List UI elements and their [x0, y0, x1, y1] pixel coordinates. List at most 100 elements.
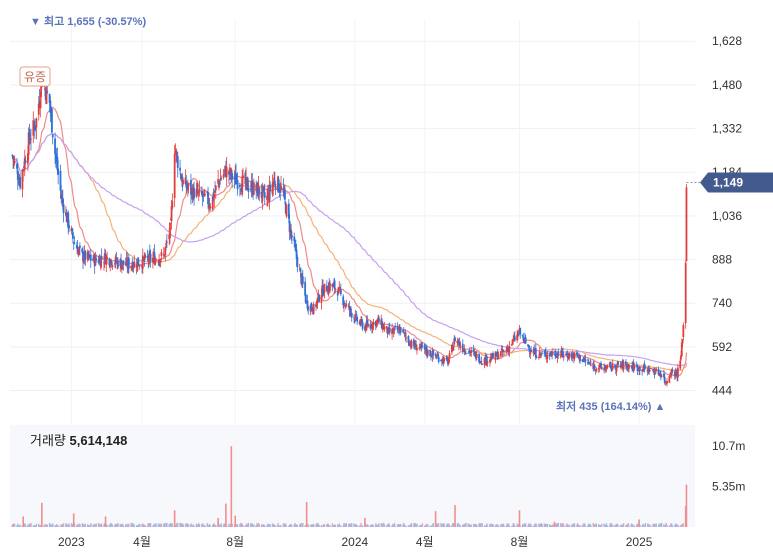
candle-body	[345, 303, 348, 307]
candle-body	[103, 262, 105, 264]
volume-bar	[339, 525, 341, 527]
volume-bar	[125, 524, 127, 527]
volume-bar	[333, 525, 335, 527]
volume-bar	[470, 524, 473, 527]
candle-body	[399, 327, 402, 333]
candle-body	[519, 328, 522, 335]
candle-body	[246, 177, 249, 191]
candle-body	[496, 351, 499, 360]
volume-bar	[392, 524, 394, 527]
event-marker-label: 유증	[24, 70, 46, 84]
volume-bar	[16, 525, 18, 527]
volume-spike-bar	[217, 517, 219, 527]
candle-body	[610, 365, 613, 370]
candle-body	[159, 259, 162, 263]
volume-bar	[382, 524, 384, 527]
volume-spike-bar	[225, 503, 227, 527]
volume-bar	[348, 523, 351, 527]
volume-bar	[322, 525, 324, 527]
volume-bar	[163, 523, 166, 527]
volume-bar	[45, 525, 47, 527]
candle-body	[571, 354, 574, 359]
volume-bar	[177, 522, 179, 527]
volume-bar	[299, 523, 302, 527]
volume-bar	[87, 525, 90, 527]
volume-bar	[54, 525, 56, 527]
candle-body	[312, 304, 315, 314]
candle-body	[464, 353, 467, 355]
volume-bar	[81, 523, 83, 527]
candle-body	[137, 257, 140, 266]
volume-bar	[513, 523, 515, 527]
candle-body	[517, 333, 519, 336]
volume-bar	[159, 523, 161, 527]
volume-bar	[242, 525, 244, 527]
price-tick-label: 444	[712, 384, 732, 398]
candle-body	[420, 343, 423, 348]
candle-body	[614, 364, 616, 368]
candle-body	[550, 351, 553, 355]
candle-body	[274, 185, 277, 190]
candle-body	[82, 259, 85, 263]
volume-spike-bar	[234, 515, 237, 527]
volume-bar	[100, 523, 103, 527]
candle-body	[473, 352, 476, 354]
volume-bar	[561, 523, 563, 527]
candle-body	[198, 188, 201, 193]
candle-body	[356, 316, 359, 322]
candle-body	[668, 375, 671, 383]
volume-bar	[46, 524, 48, 527]
candle-body	[19, 176, 21, 188]
volume-bar	[28, 523, 31, 527]
volume-bar	[131, 523, 133, 527]
volume-bar	[239, 522, 242, 527]
candle-body	[279, 188, 282, 193]
candle-body	[604, 366, 606, 369]
volume-bar	[485, 525, 487, 527]
volume-bar	[187, 524, 189, 527]
volume-bar	[34, 525, 36, 527]
candle-body	[224, 165, 227, 170]
candle-body	[271, 183, 274, 195]
volume-bar	[76, 524, 79, 527]
volume-bar	[669, 525, 671, 527]
candle-body	[54, 138, 56, 154]
candle-body	[669, 375, 672, 378]
volume-bar	[565, 525, 567, 527]
candle-body	[153, 252, 156, 265]
volume-bar	[97, 523, 100, 527]
candle-body	[397, 327, 400, 330]
volume-bar	[157, 523, 160, 527]
volume-bar	[424, 525, 426, 527]
volume-bar	[43, 524, 45, 527]
candle-body	[105, 256, 108, 265]
candle-body	[72, 232, 74, 239]
volume-bar	[333, 524, 336, 527]
volume-bar	[347, 524, 350, 527]
volume-bar	[643, 525, 645, 527]
volume-bar	[442, 523, 445, 527]
volume-bar	[296, 524, 299, 527]
candle-body	[548, 354, 551, 357]
volume-bar	[121, 523, 124, 527]
candle-body	[530, 350, 533, 352]
volume-bar	[323, 524, 325, 527]
volume-bar	[601, 523, 603, 527]
volume-bar	[327, 523, 330, 527]
candle-body	[171, 201, 174, 209]
volume-bar	[644, 523, 646, 527]
candle-body	[230, 169, 233, 175]
volume-bar	[208, 525, 210, 527]
volume-bar	[50, 524, 52, 527]
volume-bar	[342, 525, 344, 527]
volume-bar	[201, 523, 204, 527]
volume-bar	[60, 524, 62, 527]
volume-bar	[144, 524, 146, 527]
candle-body	[342, 296, 345, 306]
candle-body	[40, 81, 42, 98]
candle-body	[421, 345, 424, 347]
price-tick-label: 1,628	[712, 34, 742, 48]
volume-bar	[599, 525, 601, 527]
volume-bar	[62, 524, 64, 527]
volume-bar	[468, 524, 470, 527]
